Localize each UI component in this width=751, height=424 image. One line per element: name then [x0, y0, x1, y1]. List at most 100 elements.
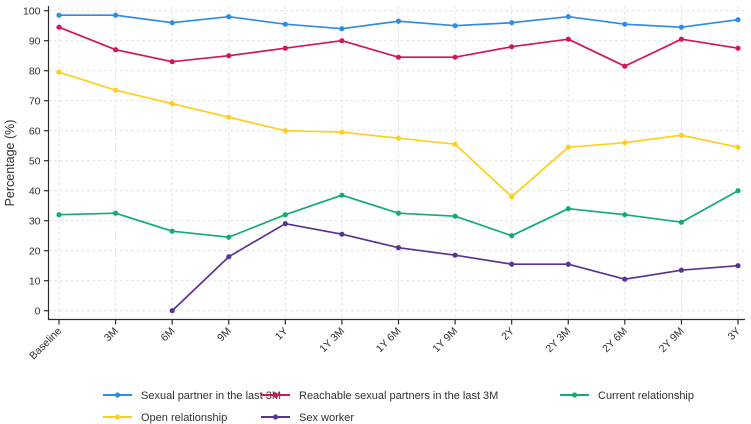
- data-point: [282, 221, 288, 227]
- data-point: [226, 14, 232, 20]
- data-point: [169, 101, 175, 107]
- data-point: [509, 194, 515, 200]
- y-tick-label: 20: [29, 245, 41, 257]
- x-tick-label: 2Y: [499, 325, 517, 343]
- data-point: [169, 20, 175, 26]
- data-point: [565, 14, 571, 20]
- data-point: [282, 212, 288, 218]
- data-point: [282, 21, 288, 27]
- y-tick-label: 100: [23, 5, 41, 17]
- legend-label: Current relationship: [598, 390, 694, 402]
- axes: [47, 6, 745, 321]
- data-point: [339, 26, 345, 32]
- data-point: [452, 141, 458, 147]
- data-point: [113, 210, 119, 216]
- data-point: [622, 212, 628, 218]
- y-tick-label: 40: [29, 185, 41, 197]
- data-point: [113, 12, 119, 18]
- data-point: [509, 44, 515, 50]
- data-point: [282, 45, 288, 51]
- legend-item-current-relationship: Current relationship: [560, 390, 694, 402]
- data-point: [678, 267, 685, 273]
- data-point: [452, 54, 458, 60]
- data-point: [678, 219, 685, 225]
- series-current-relationship: [56, 188, 741, 240]
- data-point: [735, 263, 741, 269]
- data-point: [678, 36, 685, 42]
- data-point: [169, 59, 175, 65]
- x-tick-label: 3Y: [726, 325, 744, 343]
- y-tick-label: 0: [35, 305, 41, 317]
- x-axis-ticks: Baseline 3M 6M 9M 1Y 1Y 3M 1Y 6M 1Y 9M 2Y 2Y 3M 2Y…: [27, 319, 744, 362]
- data-point: [735, 188, 741, 194]
- legend-item-reachable-sexual-partners-in-the-last-3m: Reachable sexual partners in the last 3M: [261, 390, 498, 402]
- data-point: [509, 261, 515, 267]
- chart-legend: Sexual partner in the last 3M Reachable s…: [103, 390, 694, 424]
- data-point: [395, 245, 402, 251]
- data-point: [452, 213, 458, 219]
- data-point: [565, 261, 571, 267]
- x-tick-label: 1Y 3M: [317, 325, 347, 355]
- x-tick-label: 1Y 9M: [430, 325, 460, 355]
- legend-marker-dot: [272, 414, 279, 420]
- data-point: [395, 135, 402, 141]
- legend-marker-dot: [114, 392, 121, 398]
- legend-label: Sexual partner in the last 3M: [141, 390, 281, 402]
- data-point: [622, 276, 628, 282]
- y-tick-label: 60: [29, 125, 41, 137]
- legend-item-sexual-partner-in-the-last-3m: Sexual partner in the last 3M: [103, 390, 281, 402]
- y-tick-label: 10: [29, 275, 41, 287]
- data-point: [565, 36, 571, 42]
- legend-item-open-relationship: Open relationship: [103, 412, 227, 424]
- y-tick-label: 30: [29, 215, 41, 227]
- x-tick-label: 9M: [215, 325, 234, 344]
- data-point: [452, 252, 458, 258]
- data-point: [226, 114, 232, 120]
- data-point: [735, 45, 741, 51]
- data-point: [735, 17, 741, 23]
- data-point: [395, 54, 402, 60]
- series-sexual-partner-in-the-last-3m: [56, 12, 741, 32]
- data-point: [509, 20, 515, 26]
- legend-marker-dot: [114, 414, 121, 420]
- x-tick-label: 6M: [158, 325, 177, 344]
- y-tick-label: 50: [29, 155, 41, 167]
- data-point: [113, 87, 119, 93]
- series-open-relationship: [56, 69, 741, 200]
- data-point: [622, 21, 628, 27]
- data-point: [565, 206, 571, 212]
- gridlines: [48, 6, 745, 319]
- y-axis-ticks: 0 10 20 30 40 50 60 70 80 90 100: [23, 5, 49, 317]
- x-tick-label: 3M: [102, 325, 121, 344]
- data-point: [622, 140, 628, 146]
- y-tick-label: 70: [29, 95, 41, 107]
- data-point: [678, 132, 685, 138]
- legend-marker-dot: [272, 392, 279, 398]
- x-tick-label: 1Y 6M: [374, 325, 404, 355]
- y-tick-label: 90: [29, 35, 41, 47]
- data-point: [169, 228, 175, 234]
- data-point: [226, 254, 232, 260]
- y-tick-label: 80: [29, 65, 41, 77]
- x-tick-label: 2Y 3M: [544, 325, 574, 355]
- legend-label: Sex worker: [299, 412, 354, 424]
- data-point: [565, 144, 571, 150]
- data-point: [169, 308, 175, 314]
- data-point: [735, 144, 741, 150]
- data-point: [395, 18, 402, 24]
- x-tick-label: 2Y 6M: [600, 325, 630, 355]
- legend-item-sex-worker: Sex worker: [261, 412, 354, 424]
- x-tick-label: Baseline: [27, 325, 64, 362]
- data-point: [56, 24, 62, 30]
- data-point: [56, 12, 62, 18]
- data-point: [339, 231, 345, 237]
- data-point: [339, 192, 345, 198]
- data-point: [56, 212, 62, 218]
- series-reachable-sexual-partners-in-the-last-3m: [56, 24, 741, 69]
- legend-label: Reachable sexual partners in the last 3M: [299, 390, 498, 402]
- legend-label: Open relationship: [141, 412, 227, 424]
- data-point: [226, 53, 232, 59]
- series-sex-worker: [169, 221, 741, 314]
